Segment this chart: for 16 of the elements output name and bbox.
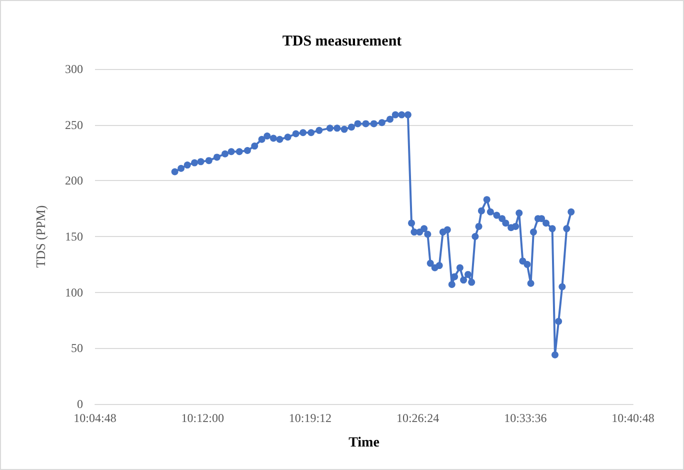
chart-title: TDS measurement: [282, 34, 402, 50]
y-tick-label: 0: [77, 397, 83, 411]
y-tick-label: 150: [65, 230, 83, 244]
y-tick-label: 250: [65, 118, 83, 132]
y-tick-label: 100: [65, 285, 83, 300]
y-tick-label: 300: [65, 62, 83, 76]
x-tick-label: 10:04:48: [74, 411, 116, 425]
x-tick-label: 10:33:36: [504, 411, 547, 425]
x-tick-label: 10:26:24: [396, 411, 440, 425]
y-tick-label: 200: [65, 174, 83, 188]
x-tick-label: 10:12:00: [181, 411, 224, 425]
x-axis-title: Time: [348, 436, 380, 450]
y-tick-label: 50: [71, 341, 83, 356]
x-tick-label: 10:40:48: [612, 411, 654, 425]
y-axis-title: TDS (PPM): [33, 205, 48, 268]
x-tick-label: 10:19:12: [288, 411, 332, 425]
